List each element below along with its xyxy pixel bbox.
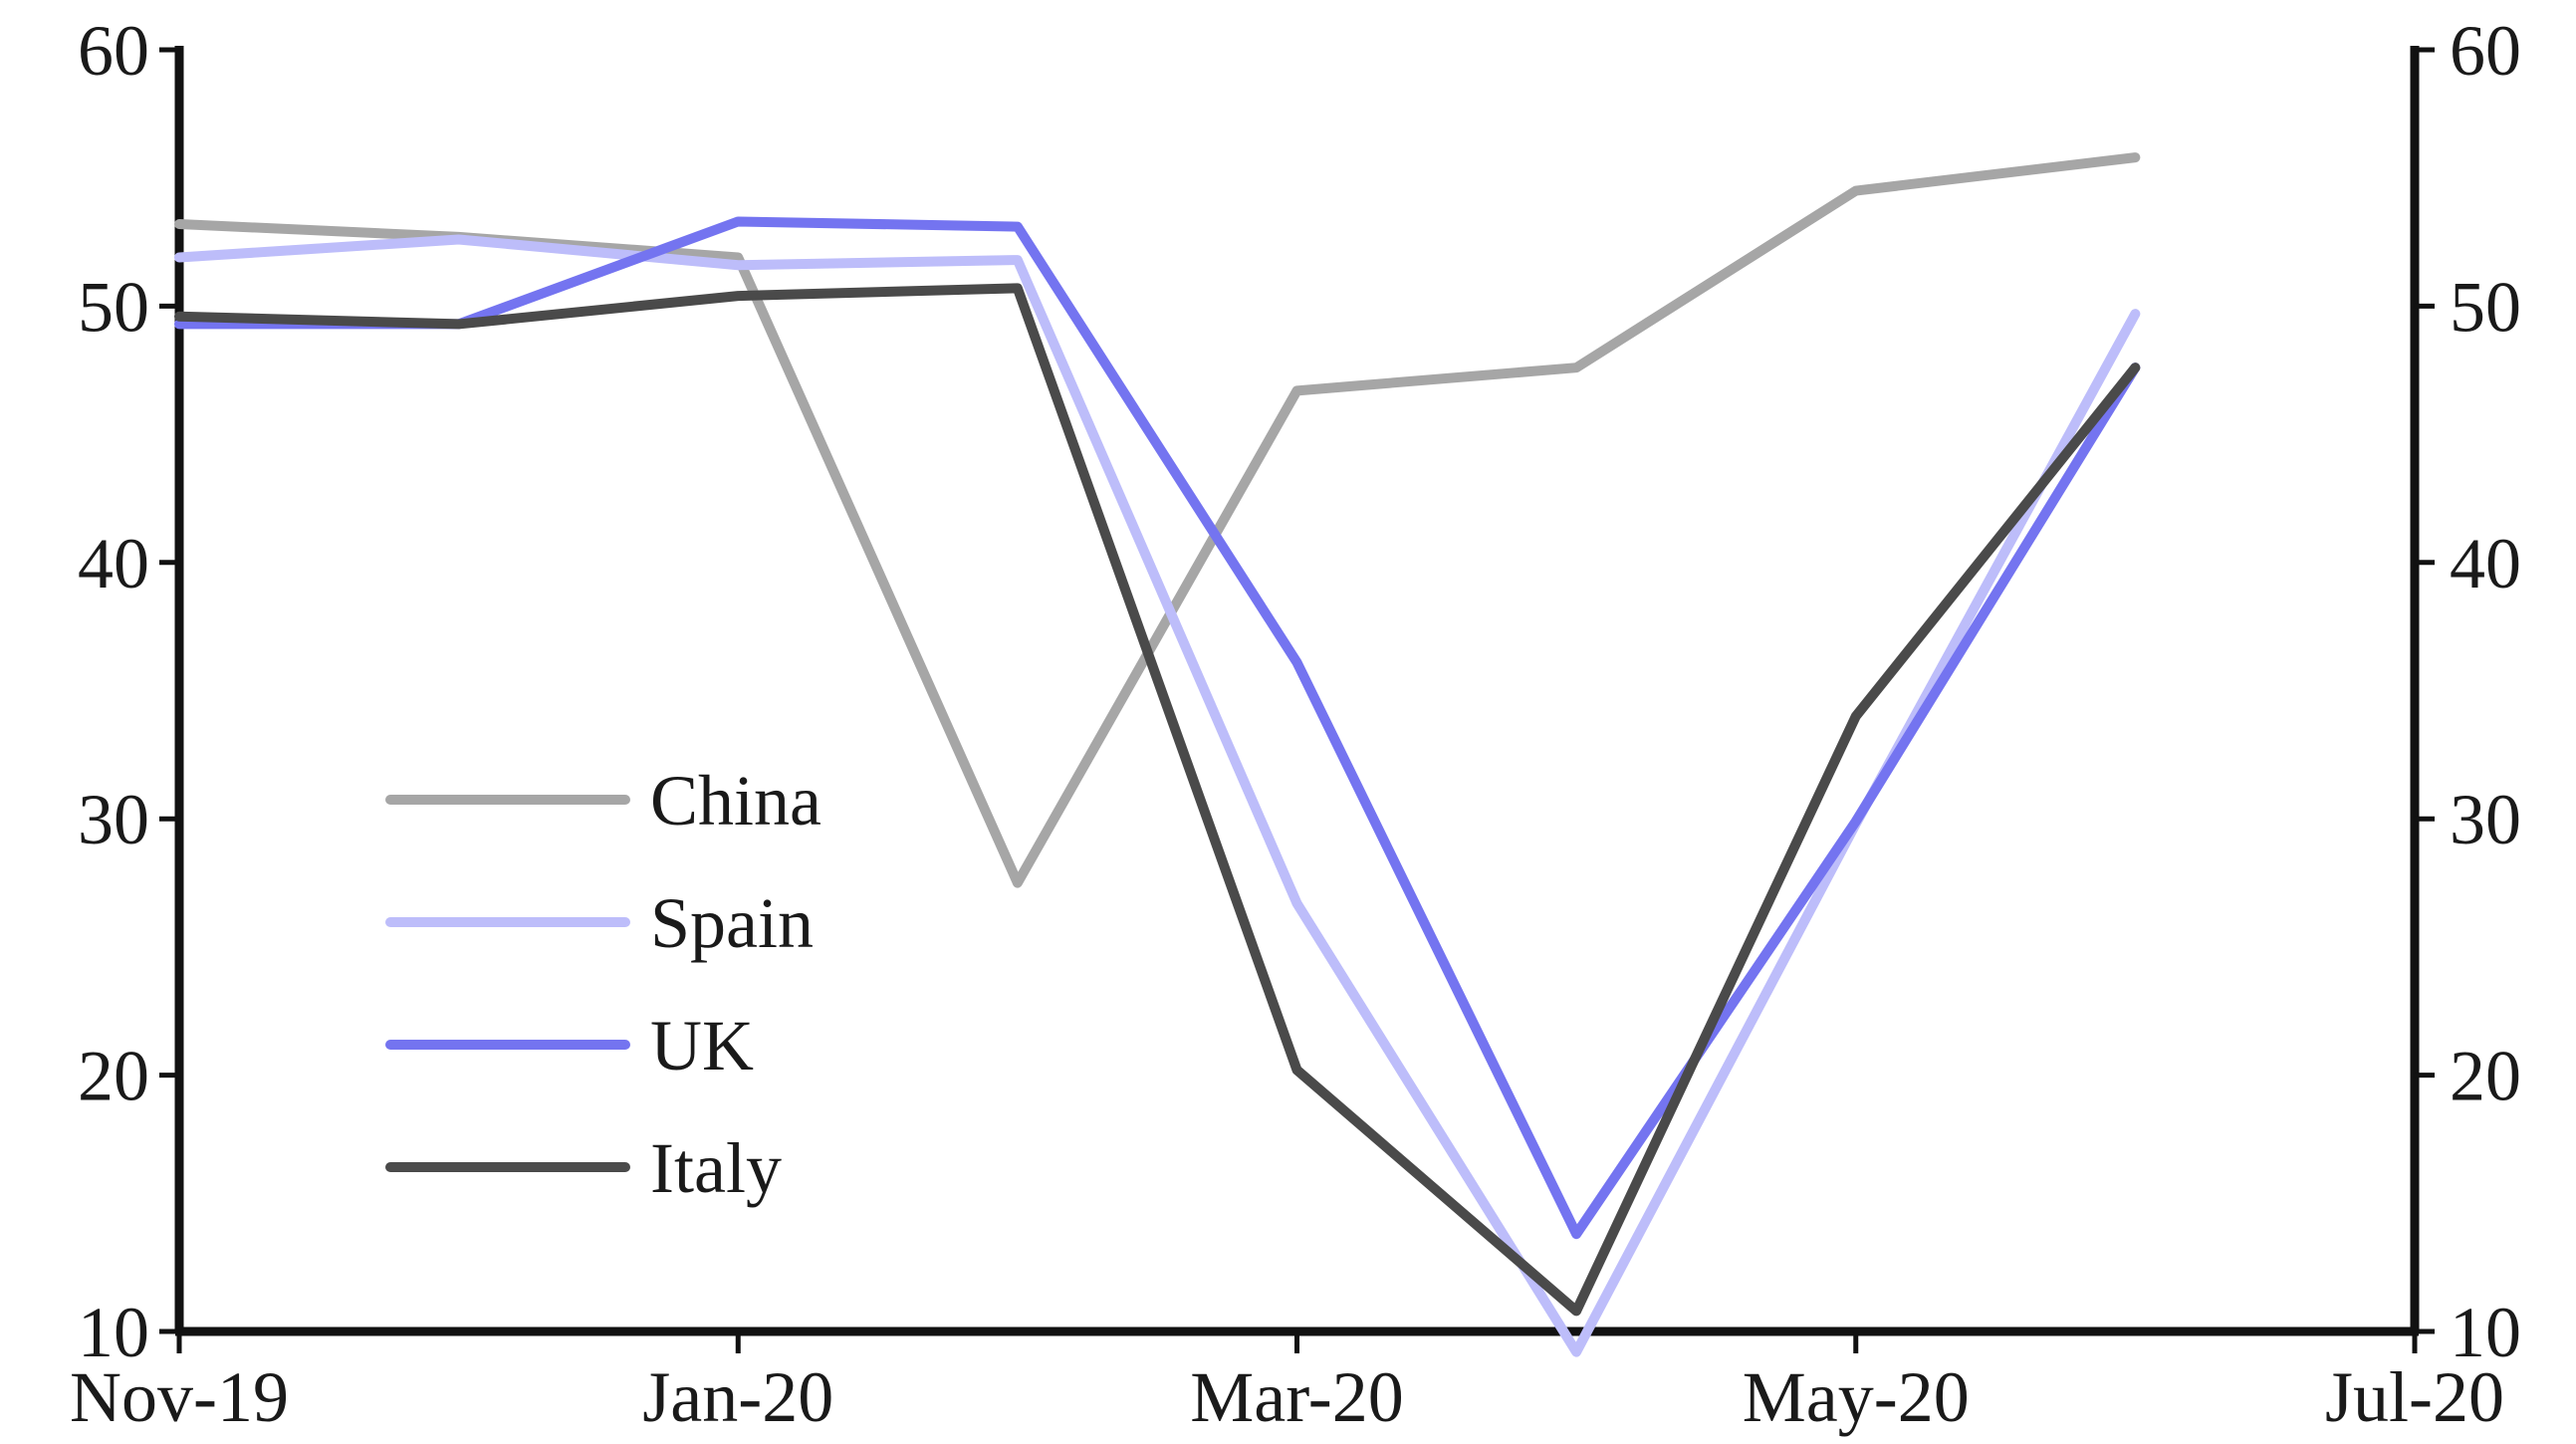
y-tick-label-left: 40 [78,524,149,603]
x-tick-label: Jan-20 [642,1357,833,1437]
legend-label-china: China [650,761,821,841]
legend-label-uk: UK [650,1006,754,1085]
x-tick-label: May-20 [1743,1357,1970,1437]
y-tick-label-right: 50 [2450,267,2521,347]
legend: China Spain UK Italy [385,761,821,1208]
x-tick-label: Nov-19 [70,1357,289,1437]
series-lines [174,152,2141,1357]
y-tick-label-right: 40 [2450,524,2521,603]
x-tick-label: Mar-20 [1190,1357,1404,1437]
legend-label-spain: Spain [650,883,814,963]
y-tick-label-left: 30 [78,780,149,859]
y-tick-label-left: 20 [78,1037,149,1116]
y-tick-label-right: 10 [2450,1293,2521,1372]
series-line-spain [174,234,2141,1357]
y-tick-label-right: 60 [2450,11,2521,91]
x-tick-label: Jul-20 [2325,1357,2504,1437]
y-tick-label-left: 50 [78,267,149,347]
y-tick-label-left: 60 [78,11,149,91]
series-line-italy [174,283,2141,1317]
legend-label-italy: Italy [650,1128,782,1208]
y-tick-label-right: 20 [2450,1037,2521,1116]
series-line-china [174,152,2141,888]
axes: 10 10 20 20 30 30 40 40 50 50 60 60 Nov-19 Jan-20 Mar-… [70,11,2521,1437]
y-tick-label-left: 10 [78,1293,149,1372]
y-tick-label-right: 30 [2450,780,2521,859]
series-line-uk [174,216,2141,1240]
